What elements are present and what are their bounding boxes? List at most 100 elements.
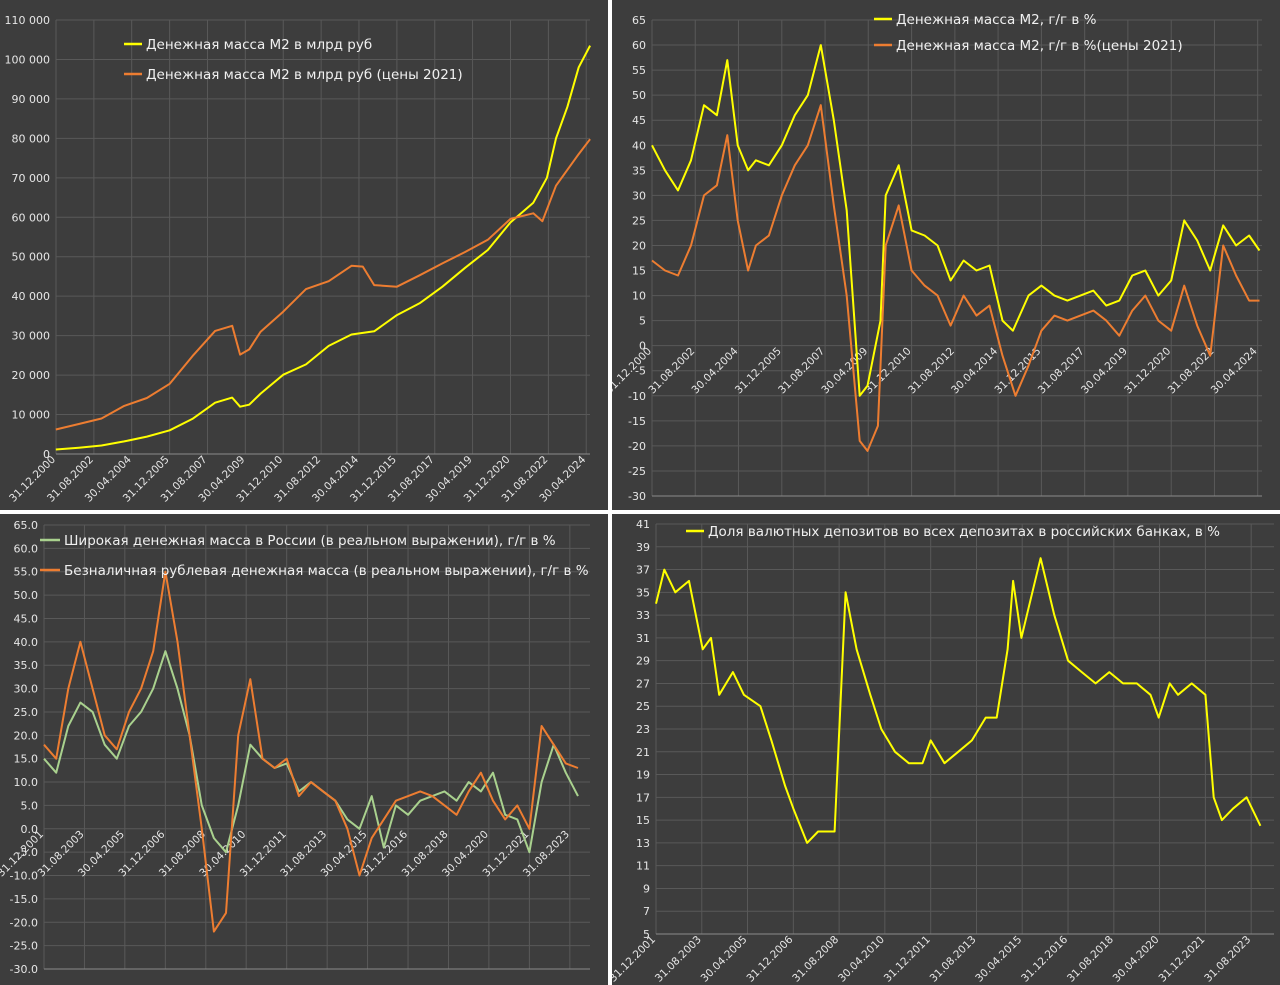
chart-real-money-supply-svg: -30.0 -25.0 -20.0 -15.0 -10.0 -5.0 0.0 5.0 10.0 1… [0,519,590,976]
y-tick-label: 15.0 [14,753,39,766]
y-tick-label: 21 [636,746,650,759]
y-tick-label: 60.0 [14,542,39,555]
x-tick-label: 30.04.2005 [699,934,750,985]
x-tick-label: 30.04.2010 [836,934,887,985]
y-tick-label: -20.0 [10,916,38,929]
y-tick-label: 33 [636,609,650,622]
y-tick-label: 40 [632,139,646,152]
chart-m2-growth: -30 -25 -20 -15 -10 -5 0 5 10 15 20 25 30 35 40 45 50 55 6… [612,0,1280,510]
y-tick-label: -5.0 [17,846,38,859]
y-tick-label: 9 [643,882,650,895]
series-line-1 [55,45,591,451]
y-tick-label: -10 [628,390,646,403]
y-tick-label: 50.0 [14,589,39,602]
y-tick-label: 23 [636,723,650,736]
x-tick-label: 31.08.2008 [790,934,841,985]
y-tick-label: 29 [636,655,650,668]
x-tick-label: 31.08.2013 [928,934,979,985]
y-tick-label: 7 [643,905,650,918]
y-tick-label: 45 [632,114,646,127]
series-line-2 [55,138,591,431]
y-tick-label: 45.0 [14,612,39,625]
y-tick-label: 39 [636,541,650,554]
x-tick-label: 31.12.2016 [1019,933,1070,984]
x-tick-label: 31.08.2003 [653,934,704,985]
y-tick-label: 55 [632,64,646,77]
y-tick-label: 70 000 [12,172,51,185]
y-tick-label: 25 [632,214,646,227]
y-tick-label: 11 [636,860,650,873]
y-tick-label: 27 [636,677,650,690]
chart-m2-level: 0 10 000 20 000 30 000 40 000 50 000 60 000 70 … [0,0,608,510]
series-line-2 [651,104,1260,452]
y-tick-label: 0 [639,340,646,353]
y-tick-label: 5.0 [21,799,39,812]
legend-label: Широкая денежная масса в России (в реаль… [64,533,556,549]
y-tick-label: 55.0 [14,566,39,579]
y-tick-label: 15 [636,814,650,827]
y-tick-label: 15 [632,265,646,278]
series-line-2 [43,570,579,933]
y-tick-label: -15.0 [10,893,38,906]
y-tick-label: 35 [632,164,646,177]
x-tick-label: 31.12.2021 [1157,934,1208,985]
legend-label: Денежная масса М2, г/г в %(цены 2021) [896,38,1183,54]
y-tick-label: 41 [636,518,650,531]
y-tick-label: -20 [628,440,646,453]
y-tick-label: 60 [632,39,646,52]
y-tick-label: 35.0 [14,659,39,672]
y-tick-label: 65 [632,14,646,27]
y-tick-label: 30 [632,189,646,202]
series-line-1 [43,650,579,854]
legend-label: Безналичная рублевая денежная масса (в р… [64,563,589,579]
x-tick-label: 31.12.2001 [612,934,658,985]
y-tick-label: 10.0 [14,776,39,789]
series-line-1 [655,557,1262,844]
x-tick-label: 30.04.2015 [973,934,1024,985]
legend-label: Денежная масса М2 в млрд руб (цены 2021) [146,67,463,83]
y-tick-label: 20.0 [14,729,39,742]
y-tick-label: 31 [636,632,650,645]
y-tick-label: 25 [636,700,650,713]
y-tick-label: 110 000 [5,14,51,27]
x-tick-label: 30.04.2020 [1111,934,1162,985]
y-tick-label: -10.0 [10,870,38,883]
y-tick-label: -5 [635,365,646,378]
y-tick-label: 100 000 [5,53,51,66]
y-tick-label: -15 [628,415,646,428]
chart-fx-deposit-share-svg: 5 7 9 11 13 15 17 19 21 23 25 27 29 31 33 35 37 39 41 31.12… [612,518,1274,985]
y-tick-label: 30 000 [12,330,51,343]
y-tick-label: 35 [636,586,650,599]
y-tick-label: 50 [632,89,646,102]
y-tick-label: 25.0 [14,706,39,719]
y-tick-label: 80 000 [12,132,51,145]
y-tick-label: 30.0 [14,683,39,696]
y-tick-label: 20 000 [12,369,51,382]
y-tick-label: 13 [636,837,650,850]
chart-m2-growth-svg: -30 -25 -20 -15 -10 -5 0 5 10 15 20 25 30 35 40 45 50 55 6… [612,12,1262,503]
y-tick-label: -30 [628,490,646,503]
x-tick-label: 31.12.2006 [744,933,795,984]
y-tick-label: 5 [643,928,650,941]
y-tick-label: 65.0 [14,519,39,532]
legend-label: Доля валютных депозитов во всех депозита… [708,524,1220,540]
y-tick-label: 90 000 [12,93,51,106]
x-tick-label: 31.12.2011 [882,934,933,985]
y-tick-label: 60 000 [12,211,51,224]
x-tick-label: 31.08.2023 [1202,934,1253,985]
chart-m2-level-svg: 0 10 000 20 000 30 000 40 000 50 000 60 000 70 … [5,14,591,505]
y-tick-label: 37 [636,564,650,577]
y-tick-label: 10 [632,290,646,303]
y-tick-label: 40 000 [12,290,51,303]
chart-fx-deposit-share: 5 7 9 11 13 15 17 19 21 23 25 27 29 31 33 35 37 39 41 31.12… [612,514,1280,985]
y-tick-label: 0 [43,448,50,461]
chart-real-money-supply: -30.0 -25.0 -20.0 -15.0 -10.0 -5.0 0.0 5.0 10.0 1… [0,514,608,985]
y-tick-label: 19 [636,769,650,782]
y-tick-label: 40.0 [14,636,39,649]
y-tick-label: 50 000 [12,251,51,264]
y-tick-label: -25 [628,465,646,478]
series-line-1 [651,44,1261,397]
y-tick-label: 17 [636,791,650,804]
x-tick-label: 31.08.2018 [1065,934,1116,985]
legend-label: Денежная масса М2 в млрд руб [146,37,372,53]
